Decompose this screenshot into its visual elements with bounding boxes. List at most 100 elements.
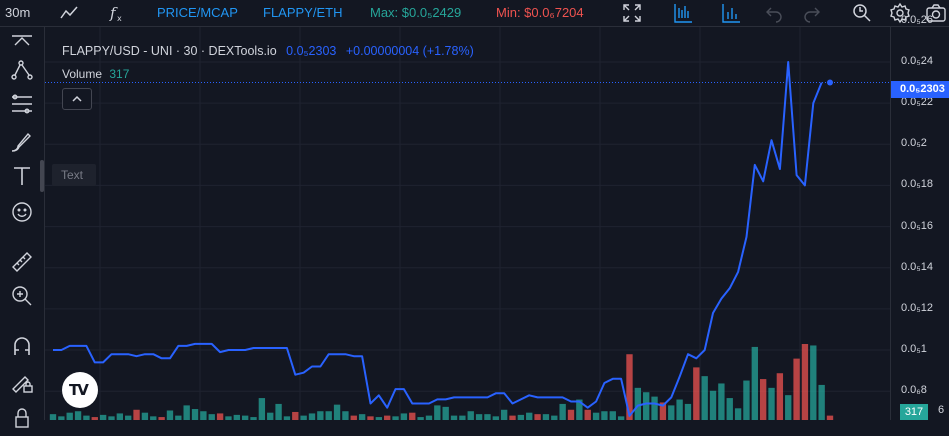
volume-bar bbox=[417, 417, 424, 420]
volume-bar bbox=[434, 405, 441, 420]
chevron-up-icon bbox=[72, 95, 82, 102]
text-tool-icon[interactable] bbox=[9, 163, 35, 189]
change-label: +0.00000004 (+1.78%) bbox=[345, 44, 474, 58]
volume-bar bbox=[317, 411, 324, 420]
volume-bar bbox=[601, 411, 608, 420]
volume-bar bbox=[258, 398, 266, 420]
volume-bar bbox=[358, 414, 366, 420]
volume-bar bbox=[701, 376, 708, 420]
volume-bar bbox=[526, 412, 533, 420]
settings-gear-icon[interactable] bbox=[889, 2, 911, 24]
volume-bar bbox=[158, 417, 165, 420]
price-axis[interactable]: 0.0₅26 0.0₅24 0.0₅22 0.0₅2 0.0₅18 0.0₅16 0.0₅1… bbox=[890, 14, 949, 420]
volume-bar bbox=[442, 406, 449, 420]
price-tick-label: 0.0₆8 bbox=[901, 384, 927, 397]
volume-bar bbox=[709, 390, 717, 420]
volume-bar bbox=[233, 414, 240, 420]
last-value-label: 0.0₅2303 bbox=[286, 44, 337, 58]
pair-toggle[interactable]: FLAPPY/ETH bbox=[263, 5, 343, 20]
volume-bar bbox=[743, 380, 750, 420]
volume-bar bbox=[509, 415, 516, 420]
lock-all-icon[interactable] bbox=[9, 405, 35, 431]
volume-bar bbox=[592, 412, 600, 420]
volume-bar bbox=[392, 416, 399, 420]
chart-grid bbox=[45, 27, 890, 420]
volume-bar bbox=[785, 395, 792, 420]
cursor-cross-icon[interactable] bbox=[9, 31, 35, 57]
volume-bar bbox=[116, 413, 124, 420]
axis-bottom-fragment: 6 bbox=[938, 404, 945, 416]
magnet-icon[interactable] bbox=[9, 333, 35, 359]
volume-bar bbox=[643, 392, 650, 420]
volume-bar bbox=[308, 413, 316, 420]
volume-bar bbox=[108, 416, 115, 420]
volume-bar bbox=[484, 414, 491, 420]
volume-bar bbox=[216, 413, 224, 420]
brush-icon[interactable] bbox=[9, 129, 35, 155]
volume-bar bbox=[826, 415, 834, 420]
volume-bar bbox=[668, 405, 675, 420]
volume-bar bbox=[492, 416, 499, 420]
volume-bar bbox=[342, 411, 349, 420]
volume-bar bbox=[500, 409, 508, 420]
volume-bar bbox=[183, 405, 190, 420]
price-tick-label: 0.0₅22 bbox=[901, 96, 933, 109]
volume-bar bbox=[467, 411, 474, 420]
volume-legend: Volume 317 bbox=[62, 67, 129, 81]
toolbar-scroll-thumb[interactable] bbox=[40, 160, 44, 192]
volume-bar bbox=[275, 403, 282, 420]
volume-label: Volume bbox=[62, 67, 103, 81]
volume-bar bbox=[559, 403, 566, 420]
volume-bar bbox=[400, 413, 408, 420]
svg-text:f: f bbox=[109, 4, 118, 22]
volume-bar bbox=[74, 411, 82, 420]
volume-bar bbox=[818, 384, 825, 420]
volume-bar bbox=[693, 367, 700, 420]
emoji-icon[interactable] bbox=[9, 199, 35, 225]
volume-bar bbox=[241, 415, 249, 420]
volume-bar bbox=[768, 387, 775, 420]
volume-bar bbox=[58, 416, 65, 420]
volume-bar bbox=[676, 399, 683, 420]
volume-bar bbox=[367, 416, 374, 420]
volume-bar bbox=[576, 399, 583, 420]
interval-selector[interactable]: 30m bbox=[5, 5, 31, 20]
quick-search-icon[interactable] bbox=[851, 2, 873, 24]
price-line bbox=[53, 61, 823, 417]
volume-bar bbox=[517, 414, 525, 420]
volume-bar bbox=[141, 412, 149, 420]
fib-retracement-icon[interactable] bbox=[9, 91, 35, 117]
volume-bar bbox=[191, 409, 199, 420]
volume-bar bbox=[200, 411, 207, 420]
price-tick-label: 0.0₅18 bbox=[901, 178, 933, 191]
camera-icon[interactable] bbox=[925, 2, 947, 24]
price-tick-label: 0.0₅16 bbox=[901, 219, 933, 232]
fullscreen-icon[interactable] bbox=[621, 2, 643, 24]
redo-icon[interactable] bbox=[801, 2, 823, 24]
volume-bar bbox=[534, 414, 541, 420]
lock-drawing-icon[interactable] bbox=[9, 369, 35, 395]
ruler-icon[interactable] bbox=[9, 249, 35, 275]
tradingview-logo[interactable]: TV bbox=[62, 372, 98, 408]
volume-bar bbox=[759, 379, 767, 420]
volume-bars-icon[interactable] bbox=[720, 2, 742, 24]
volume-bar bbox=[333, 404, 341, 420]
volume-bar bbox=[659, 402, 667, 420]
volume-bar bbox=[776, 373, 784, 420]
volume-bar bbox=[626, 354, 633, 420]
volume-bar bbox=[83, 415, 90, 420]
undo-icon[interactable] bbox=[763, 2, 785, 24]
volume-bar bbox=[542, 414, 550, 420]
volume-bar bbox=[150, 416, 157, 420]
volume-bar bbox=[267, 412, 274, 420]
zoom-in-icon[interactable] bbox=[9, 283, 35, 309]
price-chart[interactable] bbox=[45, 27, 890, 420]
collapse-legend-button[interactable] bbox=[62, 88, 92, 110]
trend-line-icon[interactable] bbox=[9, 57, 35, 83]
candles-settings-icon[interactable] bbox=[672, 2, 694, 24]
volume-bar bbox=[718, 383, 725, 420]
chart-type-icon[interactable] bbox=[58, 2, 80, 24]
price-mcap-toggle[interactable]: PRICE/MCAP bbox=[157, 4, 238, 22]
volume-bar bbox=[450, 415, 458, 420]
